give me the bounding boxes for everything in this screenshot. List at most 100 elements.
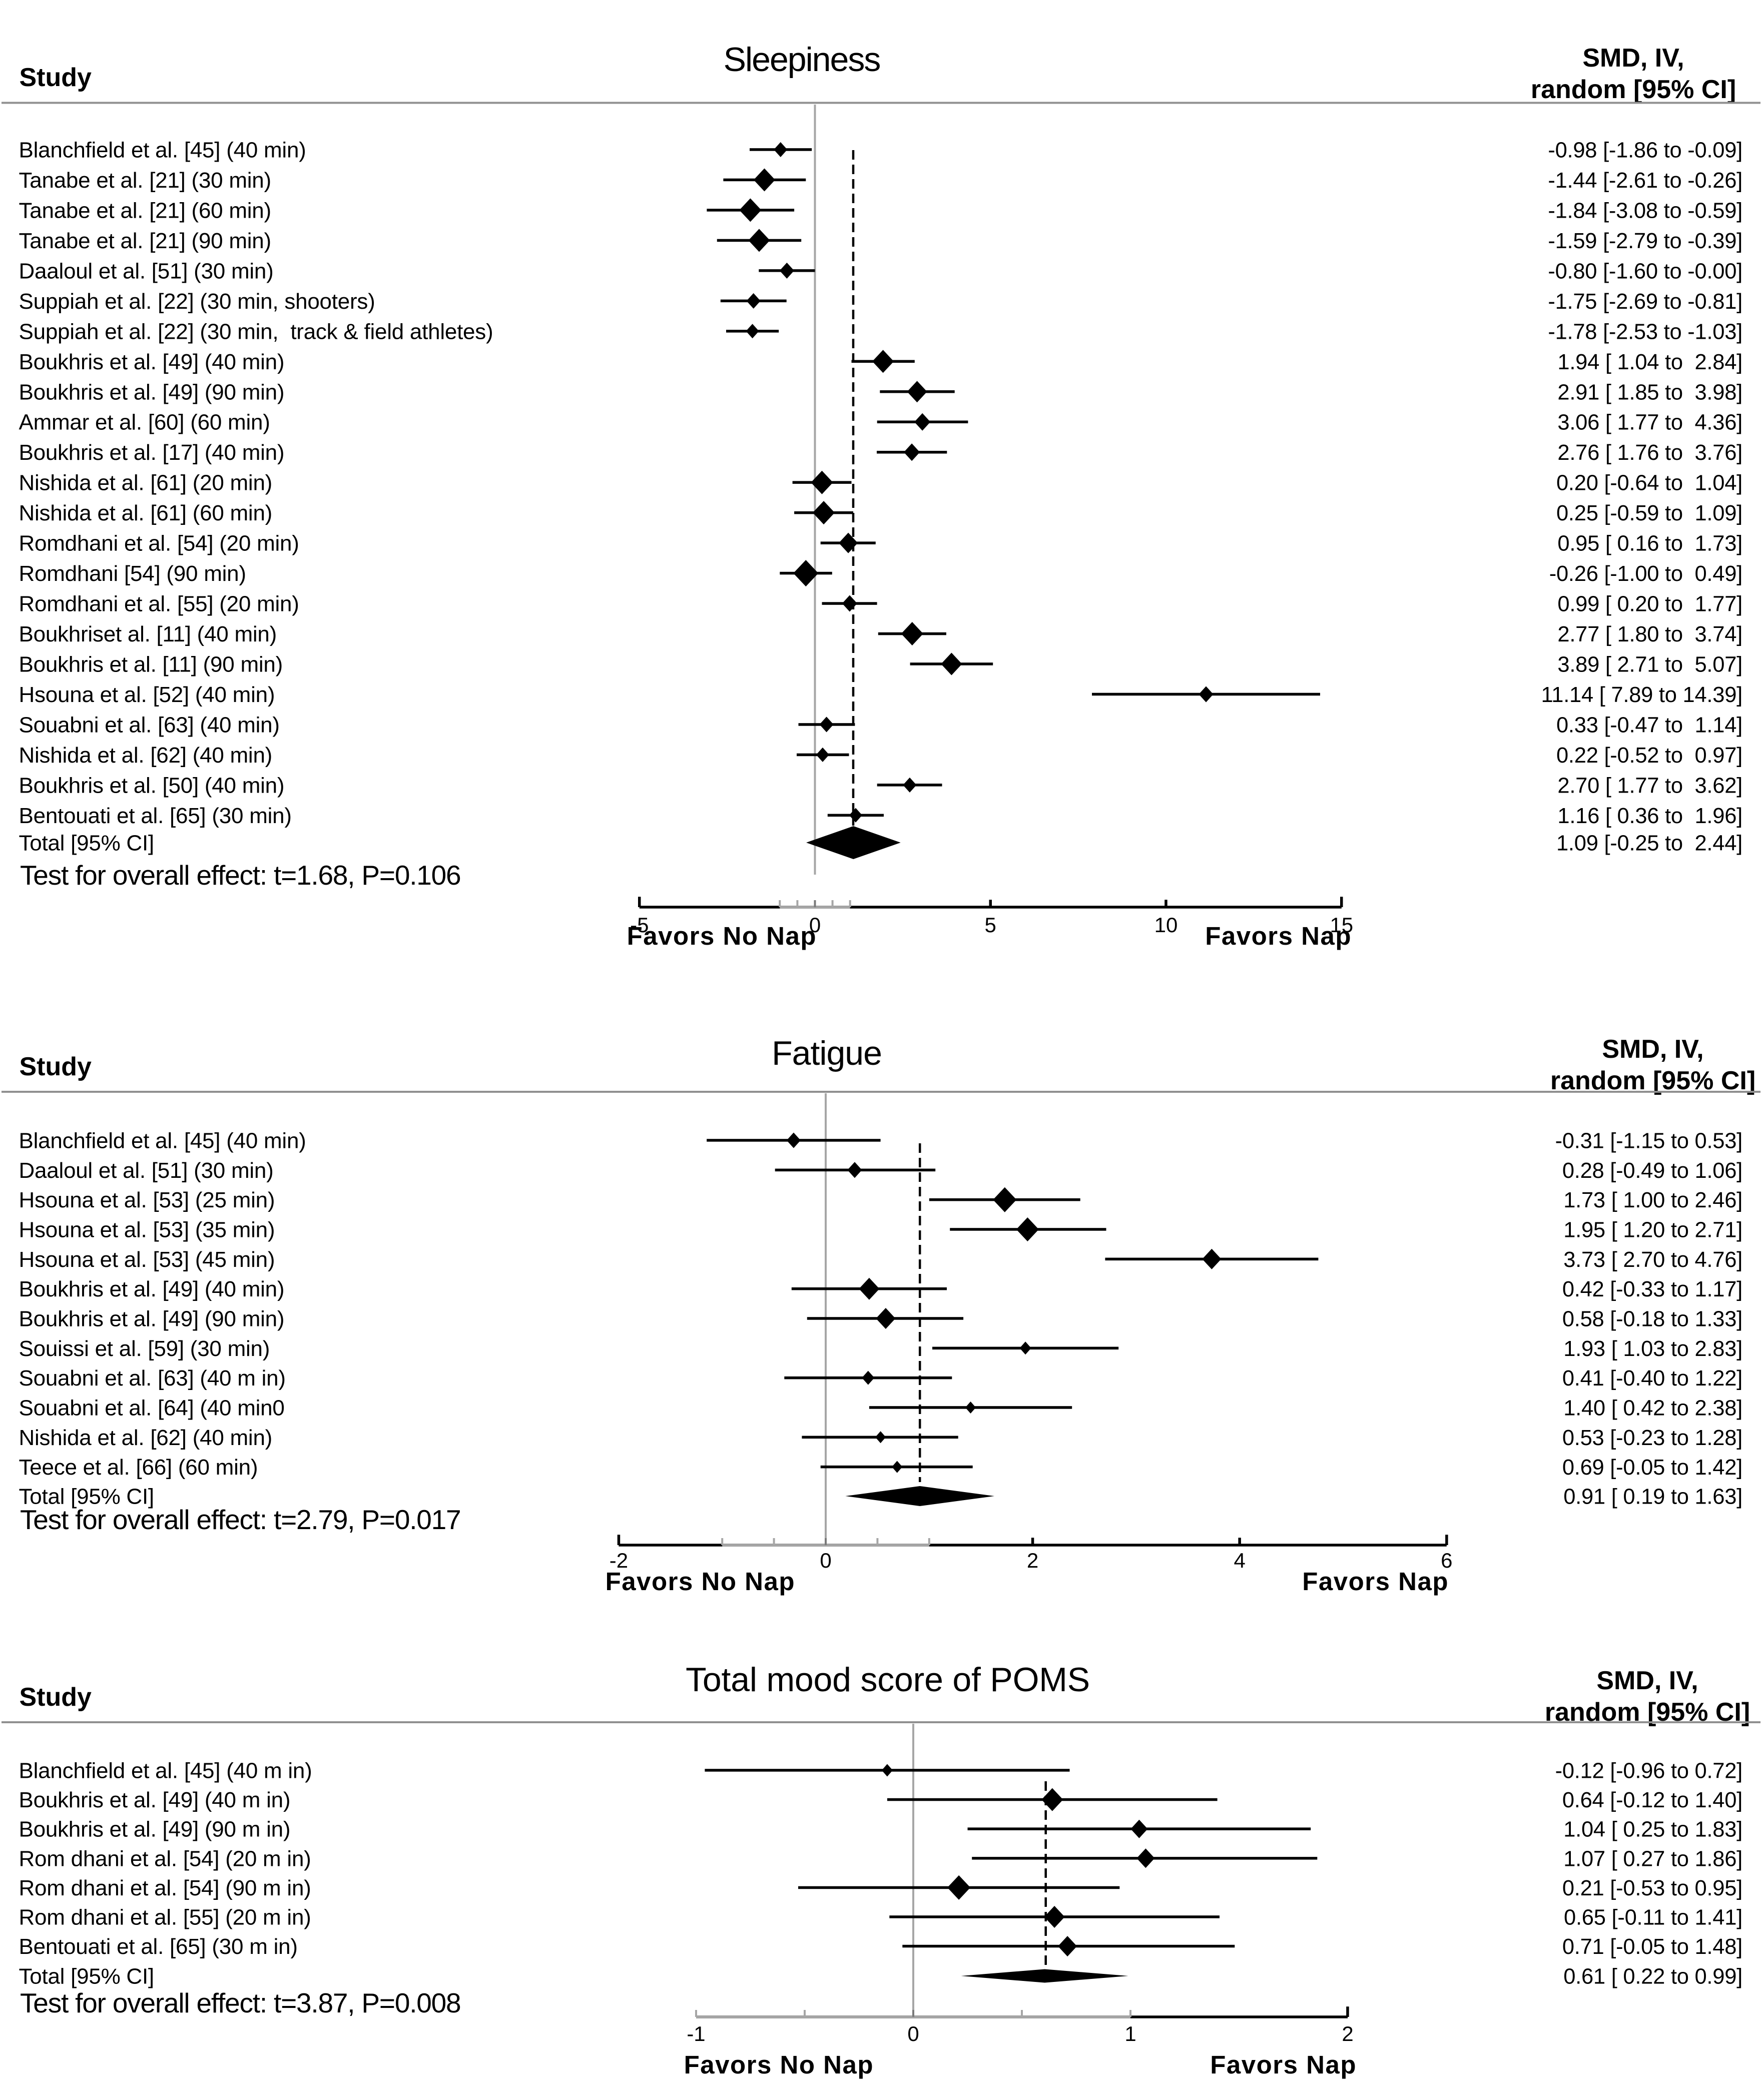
svg-text:Suppiah et al. [22] (30 min, s: Suppiah et al. [22] (30 min, shooters) <box>19 289 375 314</box>
svg-text:0: 0 <box>820 1549 831 1572</box>
svg-text:Tanabe et al. [21] (60 min): Tanabe et al. [21] (60 min) <box>19 198 271 223</box>
svg-text:2.70 [ 1.77 to 3.62]: 2.70 [ 1.77 to 3.62] <box>1557 774 1742 798</box>
svg-text:3.06 [ 1.77 to 4.36]: 3.06 [ 1.77 to 4.36] <box>1557 411 1742 435</box>
svg-text:Total mood score of POMS: Total mood score of POMS <box>686 1661 1090 1699</box>
svg-text:Blanchfield et al. [45] (40 mi: Blanchfield et al. [45] (40 min) <box>19 138 306 163</box>
svg-text:0.20 [-0.64 to 1.04]: 0.20 [-0.64 to 1.04] <box>1556 471 1742 495</box>
svg-text:1.94 [ 1.04 to 2.84]: 1.94 [ 1.04 to 2.84] <box>1557 350 1742 374</box>
svg-text:Fatigue: Fatigue <box>772 1034 882 1072</box>
svg-text:1.09 [-0.25 to 2.44]: 1.09 [-0.25 to 2.44] <box>1556 832 1742 856</box>
svg-text:1.93 [ 1.03 to 2.83]: 1.93 [ 1.03 to 2.83] <box>1563 1337 1742 1361</box>
svg-text:0.61 [ 0.22 to 0.99]: 0.61 [ 0.22 to 0.99] <box>1563 1965 1742 1989</box>
svg-text:2.76 [ 1.76 to 3.76]: 2.76 [ 1.76 to 3.76] <box>1557 441 1742 465</box>
svg-text:Bentouati et al. [65] (30 min): Bentouati et al. [65] (30 min) <box>19 804 292 828</box>
svg-text:Bentouati et al. [65] (30 m in: Bentouati et al. [65] (30 m in) <box>19 1934 298 1959</box>
svg-text:5: 5 <box>985 913 996 937</box>
svg-text:0.28 [-0.49 to 1.06]: 0.28 [-0.49 to 1.06] <box>1562 1159 1742 1183</box>
svg-text:Boukhris et al. [49] (90 min): Boukhris et al. [49] (90 min) <box>19 380 285 404</box>
svg-text:-1.44 [-2.61 to -0.26]: -1.44 [-2.61 to -0.26] <box>1548 169 1742 193</box>
svg-text:-1.78 [-2.53 to -1.03]: -1.78 [-2.53 to -1.03] <box>1548 320 1742 344</box>
svg-text:Souabni et al. [63] (40 m in): Souabni et al. [63] (40 m in) <box>19 1366 286 1391</box>
svg-text:0.64 [-0.12 to 1.40]: 0.64 [-0.12 to 1.40] <box>1562 1788 1742 1812</box>
svg-text:Boukhriset al. [11] (40 min): Boukhriset al. [11] (40 min) <box>19 622 277 646</box>
svg-text:Tanabe et al. [21] (90 min): Tanabe et al. [21] (90 min) <box>19 229 271 253</box>
svg-text:0: 0 <box>907 2022 919 2045</box>
svg-text:11.14 [ 7.89 to 14.39]: 11.14 [ 7.89 to 14.39] <box>1541 683 1742 707</box>
svg-text:Favors Nap: Favors Nap <box>1205 922 1352 950</box>
svg-text:Test for overall effect: t=3.8: Test for overall effect: t=3.87, P=0.008 <box>20 1987 460 2018</box>
svg-text:Daaloul et al. [51] (30 min): Daaloul et al. [51] (30 min) <box>19 1158 274 1183</box>
svg-text:Favors Nap: Favors Nap <box>1210 2050 1357 2079</box>
svg-text:15: 15 <box>1330 913 1353 937</box>
svg-text:6: 6 <box>1441 1549 1452 1572</box>
svg-text:-5: -5 <box>630 913 649 937</box>
svg-text:1.07 [ 0.27 to 1.86]: 1.07 [ 0.27 to 1.86] <box>1563 1847 1742 1871</box>
svg-text:SMD, IV,: SMD, IV, <box>1582 44 1684 73</box>
svg-text:0.71 [-0.05 to 1.48]: 0.71 [-0.05 to 1.48] <box>1562 1935 1742 1959</box>
svg-text:Total [95% CI]: Total [95% CI] <box>19 1964 154 1989</box>
svg-text:Boukhris et al. [49] (40 min): Boukhris et al. [49] (40 min) <box>19 1277 285 1301</box>
svg-text:Hsouna et al. [53] (35 min): Hsouna et al. [53] (35 min) <box>19 1218 275 1242</box>
svg-text:2: 2 <box>1342 2022 1353 2045</box>
svg-text:4: 4 <box>1234 1549 1246 1572</box>
svg-text:Study: Study <box>20 63 92 92</box>
svg-text:Boukhris et al. [49] (90 min): Boukhris et al. [49] (90 min) <box>19 1307 285 1331</box>
svg-text:Favors No Nap: Favors No Nap <box>606 1567 795 1596</box>
svg-text:2.77 [ 1.80 to 3.74]: 2.77 [ 1.80 to 3.74] <box>1557 622 1742 646</box>
svg-text:1.04 [ 0.25 to 1.83]: 1.04 [ 0.25 to 1.83] <box>1563 1818 1742 1842</box>
svg-text:Romdhani et al. [54] (20 min): Romdhani et al. [54] (20 min) <box>19 531 299 556</box>
svg-text:3.89 [ 2.71 to 5.07]: 3.89 [ 2.71 to 5.07] <box>1557 653 1742 677</box>
svg-text:-0.98 [-1.86 to -0.09]: -0.98 [-1.86 to -0.09] <box>1548 139 1742 163</box>
svg-text:Favors Nap: Favors Nap <box>1302 1567 1449 1596</box>
svg-text:Total [95% CI]: Total [95% CI] <box>19 831 154 856</box>
svg-text:1.40 [ 0.42 to 2.38]: 1.40 [ 0.42 to 2.38] <box>1563 1397 1742 1421</box>
svg-text:-1: -1 <box>687 2022 705 2045</box>
svg-text:10: 10 <box>1154 913 1178 937</box>
svg-text:Test for overall effect: t=2.7: Test for overall effect: t=2.79, P=0.017 <box>20 1504 460 1535</box>
svg-text:Rom dhani et al. [55] (20 m in: Rom dhani et al. [55] (20 m in) <box>19 1905 311 1930</box>
svg-text:Boukhris et al. [49] (40 min): Boukhris et al. [49] (40 min) <box>19 350 285 374</box>
svg-text:Favors No Nap: Favors No Nap <box>684 2050 874 2079</box>
svg-text:1.95 [ 1.20 to 2.71]: 1.95 [ 1.20 to 2.71] <box>1563 1218 1742 1242</box>
svg-text:Souissi et al. [59] (30 min): Souissi et al. [59] (30 min) <box>19 1336 270 1361</box>
svg-text:Study: Study <box>20 1052 92 1081</box>
svg-text:-0.80 [-1.60 to -0.00]: -0.80 [-1.60 to -0.00] <box>1548 259 1742 283</box>
svg-text:-1.84 [-3.08 to -0.59]: -1.84 [-3.08 to -0.59] <box>1548 199 1742 223</box>
svg-text:Blanchfield et al. [45] (40 m: Blanchfield et al. [45] (40 m in) <box>19 1759 312 1783</box>
svg-text:Daaloul et al. [51] (30 min): Daaloul et al. [51] (30 min) <box>19 259 274 283</box>
svg-text:0.95 [ 0.16 to 1.73]: 0.95 [ 0.16 to 1.73] <box>1557 532 1742 556</box>
svg-text:Nishida et al. [61] (60 min): Nishida et al. [61] (60 min) <box>19 501 273 525</box>
svg-text:0.33 [-0.47 to 1.14]: 0.33 [-0.47 to 1.14] <box>1556 713 1742 737</box>
svg-text:1.16 [ 0.36 to 1.96]: 1.16 [ 0.36 to 1.96] <box>1557 804 1742 828</box>
svg-text:Total [95% CI]: Total [95% CI] <box>19 1485 154 1509</box>
svg-text:2.91 [ 1.85 to 3.98]: 2.91 [ 1.85 to 3.98] <box>1557 380 1742 404</box>
svg-text:0.99 [ 0.20 to 1.77]: 0.99 [ 0.20 to 1.77] <box>1557 592 1742 616</box>
svg-text:-0.31 [-1.15 to 0.53]: -0.31 [-1.15 to 0.53] <box>1555 1129 1742 1153</box>
svg-text:-1.59 [-2.79 to -0.39]: -1.59 [-2.79 to -0.39] <box>1548 229 1742 253</box>
svg-text:0: 0 <box>809 913 821 937</box>
svg-text:Souabni et al. [64] (40 min0: Souabni et al. [64] (40 min0 <box>19 1396 285 1421</box>
svg-text:Boukhris et al. [49] (40 m in): Boukhris et al. [49] (40 m in) <box>19 1788 291 1812</box>
svg-text:1.73 [ 1.00 to 2.46]: 1.73 [ 1.00 to 2.46] <box>1563 1188 1742 1212</box>
svg-text:Favors No Nap: Favors No Nap <box>627 922 817 950</box>
svg-text:Rom dhani et al. [54] (90 m in: Rom dhani et al. [54] (90 m in) <box>19 1876 311 1900</box>
svg-text:-2: -2 <box>610 1549 628 1572</box>
svg-text:Test for overall effect: t=1.6: Test for overall effect: t=1.68, P=0.106 <box>20 860 460 891</box>
svg-text:Boukhris et al. [50] (40 min): Boukhris et al. [50] (40 min) <box>19 773 285 798</box>
svg-text:random [95% CI]: random [95% CI] <box>1550 1066 1755 1095</box>
svg-text:Boukhris et al. [11] (90 min): Boukhris et al. [11] (90 min) <box>19 652 283 677</box>
svg-text:SMD, IV,: SMD, IV, <box>1596 1666 1698 1695</box>
svg-text:Nishida et al. [62] (40 min): Nishida et al. [62] (40 min) <box>19 743 273 768</box>
svg-text:0.41 [-0.40 to 1.22]: 0.41 [-0.40 to 1.22] <box>1562 1366 1742 1391</box>
svg-text:3.73 [ 2.70 to 4.76]: 3.73 [ 2.70 to 4.76] <box>1563 1248 1742 1272</box>
svg-text:Blanchfield et al. [45] (40 mi: Blanchfield et al. [45] (40 min) <box>19 1129 306 1153</box>
svg-text:0.91 [ 0.19 to 1.63]: 0.91 [ 0.19 to 1.63] <box>1563 1485 1742 1509</box>
svg-text:2: 2 <box>1027 1549 1038 1572</box>
svg-text:Romdhani et al. [55] (20 min): Romdhani et al. [55] (20 min) <box>19 592 299 616</box>
svg-text:Hsouna et al. [52] (40 min): Hsouna et al. [52] (40 min) <box>19 682 275 707</box>
svg-text:Nishida et al. [62] (40 min): Nishida et al. [62] (40 min) <box>19 1426 273 1450</box>
svg-text:Sleepiness: Sleepiness <box>724 41 880 79</box>
svg-text:0.53 [-0.23 to 1.28]: 0.53 [-0.23 to 1.28] <box>1562 1426 1742 1450</box>
svg-text:Souabni et al. [63] (40 min): Souabni et al. [63] (40 min) <box>19 713 280 737</box>
svg-text:1: 1 <box>1124 2022 1136 2045</box>
